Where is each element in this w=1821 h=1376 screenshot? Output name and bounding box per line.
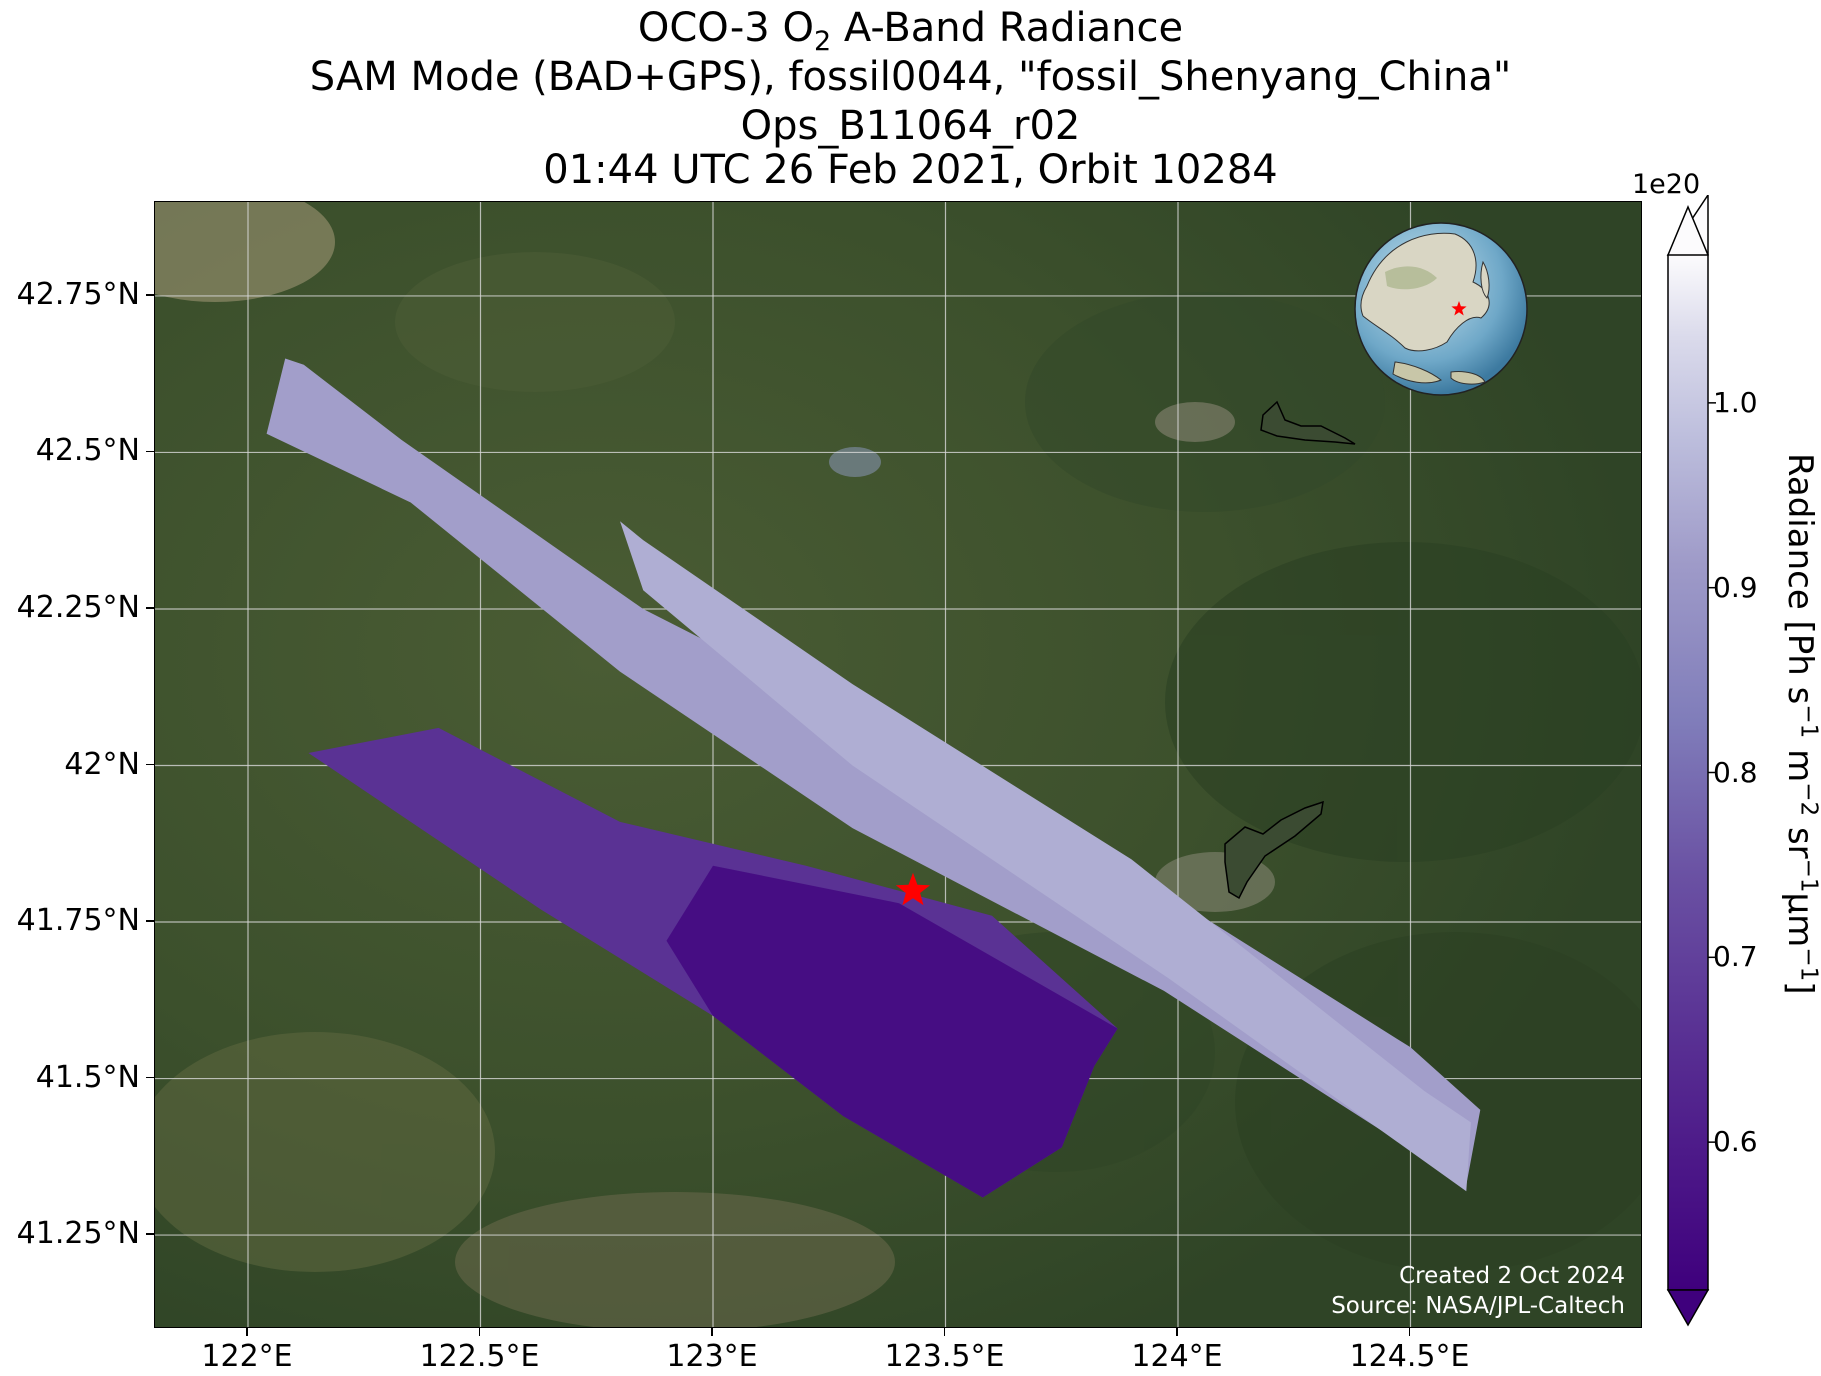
x-tick-mark: [478, 1328, 481, 1336]
title-line-1: OCO-3 O2 A-Band Radiance: [637, 5, 1184, 57]
colorbar-tick-label: 1.0: [1713, 385, 1758, 419]
x-tick-label: 122°E: [201, 1339, 293, 1374]
colorbar-extend-min: [1666, 1289, 1710, 1327]
y-tick-mark: [146, 450, 154, 453]
y-tick-mark: [146, 1076, 154, 1079]
x-tick-label: 122.5°E: [419, 1339, 540, 1374]
colorbar-exponent: 1e20: [1632, 169, 1701, 200]
y-tick-label: 42°N: [64, 746, 140, 782]
y-tick-mark: [146, 920, 154, 922]
x-tick-mark: [1408, 1328, 1411, 1336]
title-line-2: SAM Mode (BAD+GPS), fossil0044, "fossil_…: [309, 54, 1512, 100]
target-star-icon: [895, 872, 931, 906]
title-line-4: 01:44 UTC 26 Feb 2021, Orbit 10284: [543, 147, 1278, 193]
y-tick-label: 41.5°N: [35, 1059, 140, 1095]
x-tick-label: 123°E: [666, 1339, 758, 1374]
colorbar-tick-label: 0.9: [1713, 570, 1758, 604]
credit-source: Source: NASA/JPL-Caltech: [1331, 1293, 1625, 1319]
colorbar: [1666, 195, 1716, 1327]
y-tick-mark: [146, 1233, 154, 1235]
inset-globe: [1354, 222, 1528, 396]
target-star-shape: [895, 872, 931, 906]
map-panel[interactable]: [154, 201, 1642, 1328]
colorbar-label: Radiance [Ph s−1 m−2 sr−1µm−1]: [1780, 453, 1821, 995]
y-tick-label: 42.25°N: [16, 589, 140, 625]
y-tick-label: 41.25°N: [16, 1216, 140, 1252]
colorbar-gradient: [1667, 254, 1709, 1291]
reservoir-outline: [1260, 400, 1356, 445]
x-tick-mark: [943, 1328, 946, 1336]
swath-3-core: [666, 865, 1118, 1198]
colorbar-tick-label: 0.6: [1713, 1125, 1758, 1159]
credit-created: Created 2 Oct 2024: [1399, 1263, 1625, 1289]
map-canvas: [155, 202, 1641, 1327]
y-tick-mark: [146, 763, 154, 766]
x-tick-mark: [246, 1328, 248, 1336]
inset-star-shape: [1451, 301, 1467, 316]
y-tick-label: 41.75°N: [16, 903, 140, 939]
reservoir-outline-2: [1224, 800, 1324, 900]
y-tick-mark: [146, 607, 154, 609]
x-tick-label: 123.5°E: [884, 1339, 1005, 1374]
swath-2: [620, 521, 1471, 1192]
inset-target-star-icon: [1451, 301, 1467, 316]
x-tick-mark: [711, 1328, 713, 1336]
title-line-3: Ops_B11064_r02: [740, 103, 1081, 149]
colorbar-tick-label: 0.7: [1713, 940, 1758, 974]
y-tick-label: 42.75°N: [16, 276, 140, 312]
y-tick-mark: [146, 294, 154, 296]
colorbar-tick-label: 0.8: [1713, 755, 1758, 789]
x-tick-label: 124.5°E: [1349, 1339, 1470, 1374]
x-tick-mark: [1176, 1328, 1178, 1336]
radiance-swaths: [266, 358, 1481, 1198]
x-tick-label: 124°E: [1131, 1339, 1223, 1374]
y-tick-label: 42.5°N: [35, 433, 140, 469]
